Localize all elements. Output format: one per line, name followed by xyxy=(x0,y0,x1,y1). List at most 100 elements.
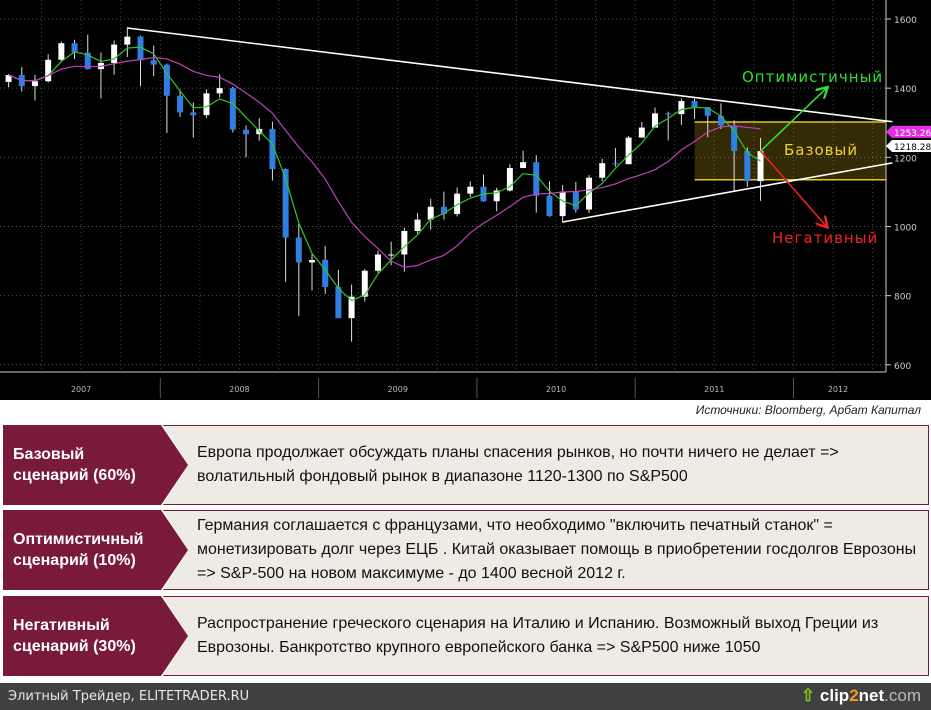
x-tick-label: 2011 xyxy=(704,385,724,394)
candle-body xyxy=(599,163,606,178)
footer-credit: Элитный Трейдер, ELITETRADER.RU xyxy=(8,689,250,704)
candle-body xyxy=(322,260,329,287)
candle-body xyxy=(111,44,118,63)
scenario-label: Оптимистичный сценарий (10%) xyxy=(13,531,144,569)
candle-body xyxy=(546,195,553,217)
candle-body xyxy=(137,36,144,61)
last-value-label: 1218.28 xyxy=(894,143,931,153)
last-value-tag xyxy=(886,125,931,138)
scenario-chart-label: Оптимистичный xyxy=(742,68,883,86)
scenario-label: Негативный сценарий (30%) xyxy=(13,617,136,655)
last-value-label: 1253.26 xyxy=(894,129,931,139)
logo-part: net xyxy=(858,686,885,705)
scenario-chart-label: Негативный xyxy=(772,229,878,247)
candle-body xyxy=(203,93,210,116)
scenario-row-negative: Распространение греческого сценария на И… xyxy=(3,596,929,676)
scenario-label: Базовый сценарий (60%) xyxy=(13,446,136,484)
candle-body xyxy=(243,129,250,135)
candle-body xyxy=(493,190,500,202)
candle-body xyxy=(704,107,711,116)
y-tick-label: 800 xyxy=(894,293,911,303)
candle-body xyxy=(691,100,698,108)
upload-arrow-icon: ⇧ xyxy=(800,686,816,705)
x-axis-band xyxy=(0,372,931,400)
candle-body xyxy=(454,193,461,215)
scenario-arrow xyxy=(759,88,827,152)
footer-bar: Элитный Трейдер, ELITETRADER.RU ⇧ clip2n… xyxy=(0,683,931,710)
candle-body xyxy=(625,137,632,165)
logo-part: 2 xyxy=(849,686,859,705)
candle-body xyxy=(335,286,342,319)
candle-body xyxy=(5,75,12,82)
candle-body xyxy=(150,60,157,65)
trendline xyxy=(562,162,893,223)
candle-body xyxy=(520,162,527,169)
candle-body xyxy=(269,128,276,170)
scenario-description: Распространение греческого сценария на И… xyxy=(197,615,879,656)
candle-body xyxy=(678,100,685,115)
candle-body xyxy=(71,43,78,53)
y-tick-label: 600 xyxy=(894,362,911,372)
logo-part: .com xyxy=(884,686,921,705)
clip2net-logo: ⇧ clip2net.com xyxy=(801,686,921,706)
trendline xyxy=(127,27,893,123)
candle-body xyxy=(190,112,197,116)
scenario-description-panel: Европа продолжает обсуждать планы спасен… xyxy=(163,425,929,505)
scenario-description: Европа продолжает обсуждать планы спасен… xyxy=(197,444,839,485)
candle-body xyxy=(731,125,738,152)
scenario-arrow xyxy=(759,150,827,226)
candle-body xyxy=(638,127,645,138)
x-tick-label: 2012 xyxy=(828,385,848,394)
sp500-candlestick-chart: 600 800 1000 1200 1400 1600 2007 2008 2009 2010 20… xyxy=(0,0,931,400)
scenario-label-box: Базовый сценарий (60%) xyxy=(3,425,188,505)
scenario-label-box: Негативный сценарий (30%) xyxy=(3,596,188,676)
candle-body xyxy=(282,169,289,238)
candle-body xyxy=(177,95,184,113)
candle-body xyxy=(229,88,236,130)
candle-body xyxy=(651,113,658,128)
y-tick-label: 1400 xyxy=(894,85,917,95)
y-tick-label: 1200 xyxy=(894,154,917,164)
logo-part: clip xyxy=(819,686,850,705)
x-tick-label: 2009 xyxy=(388,385,408,394)
source-note: Источники: Bloomberg, Арбат Капитал xyxy=(695,403,921,417)
x-tick-label: 2007 xyxy=(71,385,91,394)
candle-body xyxy=(401,230,408,255)
candle-body xyxy=(665,113,672,115)
y-tick-label: 1600 xyxy=(894,16,917,26)
candle-body xyxy=(506,168,513,191)
candle-body xyxy=(388,254,395,256)
moving-average-line xyxy=(8,56,761,268)
candle-body xyxy=(414,219,421,231)
y-tick-label: 1000 xyxy=(894,223,917,233)
candle-body xyxy=(348,296,355,319)
scenario-chart-label: Базовый xyxy=(784,141,858,159)
candle-body xyxy=(427,206,434,220)
candle-body xyxy=(84,52,91,70)
scenario-description-panel: Германия соглашается с французами, что н… xyxy=(163,510,929,590)
candle-body xyxy=(440,206,447,215)
candle-body xyxy=(559,191,566,217)
candle-body xyxy=(45,59,52,82)
candle-body xyxy=(612,163,619,165)
candle-body xyxy=(374,254,381,271)
x-tick-label: 2010 xyxy=(546,385,566,394)
scenario-row-optimistic: Германия соглашается с французами, что н… xyxy=(3,510,929,590)
candle-body xyxy=(361,270,368,297)
scenario-row-base: Европа продолжает обсуждать планы спасен… xyxy=(3,425,929,505)
moving-average-line xyxy=(8,46,761,302)
candle-body xyxy=(163,64,170,96)
candle-body xyxy=(717,115,724,126)
candle-body xyxy=(295,237,302,263)
candle-body xyxy=(757,151,764,182)
x-tick-label: 2008 xyxy=(229,385,249,394)
candle-body xyxy=(216,88,223,94)
candle-body xyxy=(58,43,65,60)
candle-body xyxy=(533,162,540,196)
last-value-tag xyxy=(886,139,931,152)
candle-body xyxy=(572,191,579,210)
scenario-description-panel: Распространение греческого сценария на И… xyxy=(163,596,929,676)
scenario-label-box: Оптимистичный сценарий (10%) xyxy=(3,510,188,590)
candle-body xyxy=(309,260,316,263)
candle-body xyxy=(31,81,38,87)
